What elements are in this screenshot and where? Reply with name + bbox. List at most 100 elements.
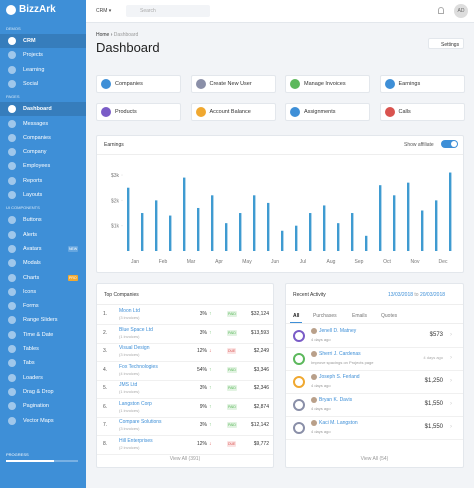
nav-item[interactable]: Messages xyxy=(0,117,86,131)
status-badge: PAID xyxy=(227,366,237,373)
chevron: › xyxy=(450,401,452,407)
bar xyxy=(449,172,452,251)
status-badge: PAID xyxy=(227,385,237,391)
nav-item[interactable]: Forms xyxy=(0,299,86,313)
nav-item[interactable]: Loaders xyxy=(0,371,86,385)
bell[interactable] xyxy=(438,7,444,14)
activity-icon xyxy=(293,376,305,388)
bar xyxy=(267,202,270,251)
nav-label: Tables xyxy=(23,346,39,352)
view-all[interactable]: View All (391) xyxy=(169,456,201,462)
nav-icon xyxy=(8,51,16,60)
nav-item[interactable]: Range Sliders xyxy=(0,313,86,327)
divider xyxy=(286,347,463,348)
divider xyxy=(286,323,463,324)
crumb[interactable]: Home xyxy=(96,32,110,38)
nav-item[interactable]: Tables xyxy=(0,342,86,356)
company-name[interactable]: Moon Ltd xyxy=(119,308,140,314)
dropdown[interactable]: CRM ▾ xyxy=(96,8,112,14)
company-name[interactable]: Langston Corp xyxy=(119,400,152,407)
nav-item[interactable]: Avatars NEW xyxy=(0,242,86,256)
nav-item[interactable]: Dashboard xyxy=(0,102,86,117)
tab[interactable]: Quotes xyxy=(381,313,398,319)
shortcut-button[interactable]: Products xyxy=(96,103,181,121)
nav-item[interactable]: Modals xyxy=(0,256,86,270)
shortcut-button[interactable]: Assignments xyxy=(285,103,370,121)
shortcut-button[interactable]: Earnings xyxy=(379,75,465,93)
user-name[interactable]: Jenell D. Matney xyxy=(319,328,357,334)
avatar[interactable]: AD xyxy=(454,4,468,18)
tab[interactable]: Purchases xyxy=(313,313,337,319)
invoice-count: (3 invoices) xyxy=(119,352,140,357)
activity-icon xyxy=(293,399,305,411)
bar xyxy=(281,230,284,251)
nav-item[interactable]: Projects xyxy=(0,48,86,62)
nav-item[interactable]: Social xyxy=(0,77,86,91)
crumb: Dashboard xyxy=(113,32,139,38)
nav-item[interactable]: Companies xyxy=(0,131,86,145)
toggle[interactable] xyxy=(441,140,458,148)
nav-item[interactable]: Drag & Drop xyxy=(0,385,86,399)
nav-item[interactable]: Time & Date xyxy=(0,328,86,342)
settings-button[interactable]: Settings xyxy=(428,38,464,49)
nav-item[interactable]: Tabs xyxy=(0,356,86,370)
nav-label: CRM xyxy=(23,38,36,44)
user-name[interactable]: Joseph S. Ferland xyxy=(319,374,360,380)
nav-item[interactable]: Vector Maps xyxy=(0,414,86,428)
company-name[interactable]: Blue Space Ltd xyxy=(119,326,153,333)
rank: 3. xyxy=(103,348,108,354)
nav-icon xyxy=(8,162,16,171)
nav-item[interactable]: Icons xyxy=(0,285,86,299)
shortcut-icon xyxy=(384,79,395,89)
tab[interactable]: Emails xyxy=(352,313,368,319)
nav-item[interactable]: Alerts xyxy=(0,228,86,242)
nav-item[interactable]: Company xyxy=(0,145,86,159)
bar xyxy=(379,185,382,251)
divider xyxy=(97,342,273,344)
bar xyxy=(435,200,438,251)
user-name[interactable]: Kaci M. Langston xyxy=(319,420,358,426)
nav-icon xyxy=(8,230,16,239)
activity-amount: $1,550 xyxy=(424,401,443,407)
section-title: PROGRESS xyxy=(6,452,29,457)
nav-label: Drag & Drop xyxy=(23,388,54,395)
rank: 7. xyxy=(103,422,108,428)
shortcut-button[interactable]: Account Balance xyxy=(190,103,276,121)
company-name[interactable]: Compare Solutions xyxy=(119,419,162,425)
user-name[interactable]: Bryan K. Davis xyxy=(319,397,353,403)
nav-item[interactable]: CRM xyxy=(0,34,86,48)
bar xyxy=(225,223,228,251)
company-name[interactable]: JMS Ltd xyxy=(119,382,138,388)
invoice-count: (2 invoices) xyxy=(119,444,140,450)
tab[interactable]: All xyxy=(293,313,300,319)
shortcut-button[interactable]: Calls xyxy=(379,103,465,121)
nav-item[interactable]: Employees xyxy=(0,159,86,173)
company-name[interactable]: Fox Technologies xyxy=(119,363,158,370)
shortcut-button[interactable]: Create New User xyxy=(190,75,276,93)
arrow: ↓ xyxy=(209,348,212,354)
company-name[interactable]: Hill Enterprises xyxy=(119,437,153,444)
earnings-card: Earnings Show affiliate $1k $2k $3k Jan Feb M… xyxy=(96,135,464,273)
shortcut-button[interactable]: Manage Invoices xyxy=(285,75,370,93)
shortcut-label: Manage Invoices xyxy=(304,81,346,87)
user-name[interactable]: Sherri J. Cardenas xyxy=(319,351,361,357)
invoice-count: (1 invoices) xyxy=(119,389,140,394)
shortcut-button[interactable]: Companies xyxy=(96,75,181,93)
activity-note: Improve spacings on Projects page xyxy=(311,360,374,365)
status-badge: DUE xyxy=(227,348,237,354)
nav-item[interactable]: Buttons xyxy=(0,213,86,227)
user-avatar xyxy=(311,351,317,357)
nav-icon xyxy=(8,387,16,396)
divider xyxy=(97,398,273,399)
divider xyxy=(97,361,273,362)
divider xyxy=(97,435,273,436)
nav-item[interactable]: Reports xyxy=(0,174,86,188)
nav-item[interactable]: Charts PRO xyxy=(0,271,86,285)
view-all[interactable]: View All (54) xyxy=(360,456,389,462)
date-range[interactable]: 13/03/2018 to 20/03/2018 xyxy=(388,292,445,298)
search[interactable]: Search xyxy=(126,5,210,17)
nav-item[interactable]: Layouts xyxy=(0,188,86,202)
nav-item[interactable]: Learning xyxy=(0,63,86,77)
nav-item[interactable]: Pagination xyxy=(0,399,86,413)
company-name[interactable]: Visual Design xyxy=(119,345,150,351)
